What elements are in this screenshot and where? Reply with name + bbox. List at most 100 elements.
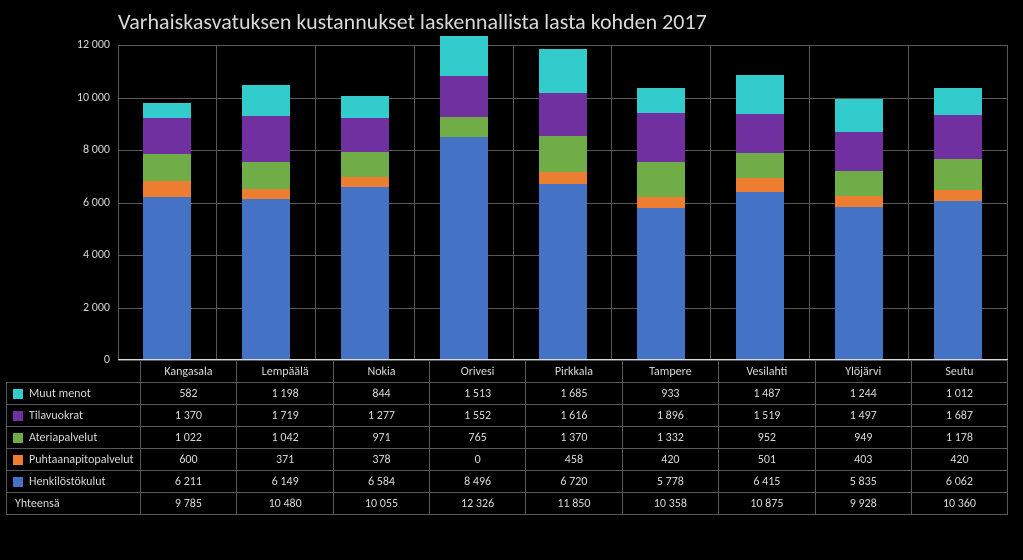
table-cell: 10 360 — [911, 493, 1007, 515]
table-cell: 1 497 — [815, 405, 911, 427]
table-cell: 1 719 — [237, 405, 334, 427]
table-row: Puhtaanapitopalvelut60037137804584205014… — [7, 449, 1008, 471]
table-cell: 844 — [333, 383, 429, 405]
table-corner-cell — [7, 361, 141, 383]
bar-segment — [539, 184, 587, 360]
bar-segment — [934, 88, 982, 115]
table-cell: 1 332 — [622, 427, 719, 449]
bar — [242, 85, 290, 360]
legend-swatch-icon — [13, 411, 23, 421]
table-cell: 9 928 — [815, 493, 911, 515]
table-row-label: Ateriapalvelut — [29, 431, 97, 445]
table-cell: 5 835 — [815, 471, 911, 493]
table-cell: 600 — [140, 449, 237, 471]
table-cell: 6 149 — [237, 471, 334, 493]
table-cell: 1 178 — [911, 427, 1007, 449]
table-row-label: Henkilöstökulut — [29, 475, 106, 489]
bar-segment — [341, 96, 389, 118]
bar-segment — [736, 178, 784, 191]
table-header-cell: Ylöjärvi — [815, 361, 911, 383]
table-cell: 582 — [140, 383, 237, 405]
bar-group — [909, 45, 1008, 360]
table-cell: 952 — [719, 427, 815, 449]
bar — [736, 75, 784, 360]
table-cell: 1 022 — [140, 427, 237, 449]
table-cell: 1 896 — [622, 405, 719, 427]
table-cell: 5 778 — [622, 471, 719, 493]
table-cell: 11 850 — [526, 493, 622, 515]
table-cell: 933 — [622, 383, 719, 405]
bar-segment — [440, 36, 488, 76]
bar — [440, 36, 488, 360]
bar — [539, 49, 587, 360]
table-cell: 6 062 — [911, 471, 1007, 493]
bar-segment — [143, 197, 191, 360]
table-header-cell: Tampere — [622, 361, 719, 383]
bar-segment — [539, 136, 587, 172]
bar-segment — [637, 88, 685, 112]
table-row-header: Yhteensä — [7, 493, 141, 515]
table-row-header: Ateriapalvelut — [7, 427, 141, 449]
table-cell: 501 — [719, 449, 815, 471]
bar-segment — [637, 208, 685, 360]
bar-segment — [242, 162, 290, 189]
table-cell: 6 584 — [333, 471, 429, 493]
table-row: Henkilöstökulut6 2116 1496 5848 4966 720… — [7, 471, 1008, 493]
table-row: Tilavuokrat1 3701 7191 2771 5521 6161 89… — [7, 405, 1008, 427]
table-cell: 1 685 — [526, 383, 622, 405]
bar-segment — [143, 118, 191, 154]
table-cell: 378 — [333, 449, 429, 471]
bar-segment — [242, 85, 290, 116]
chart-title: Varhaiskasvatuksen kustannukset laskenna… — [118, 8, 707, 35]
table-cell: 1 552 — [430, 405, 526, 427]
table-header-cell: Kangasala — [140, 361, 237, 383]
table-row-label: Muut menot — [29, 387, 91, 401]
table-cell: 765 — [430, 427, 526, 449]
chart-bars — [118, 45, 1008, 360]
table-row-header: Muut menot — [7, 383, 141, 405]
bar-segment — [539, 172, 587, 184]
table-cell: 403 — [815, 449, 911, 471]
table-cell: 10 055 — [333, 493, 429, 515]
table-header-row: KangasalaLempääläNokiaOrivesiPirkkalaTam… — [7, 361, 1008, 383]
bar-group — [415, 45, 514, 360]
table-cell: 0 — [430, 449, 526, 471]
bar — [835, 99, 883, 360]
table-header-cell: Pirkkala — [526, 361, 622, 383]
table-cell: 10 358 — [622, 493, 719, 515]
table-cell: 458 — [526, 449, 622, 471]
bar-segment — [242, 199, 290, 360]
table-row: Ateriapalvelut1 0221 0429717651 3701 332… — [7, 427, 1008, 449]
bar-segment — [637, 113, 685, 163]
table-header-cell: Vesilahti — [719, 361, 815, 383]
bar-group — [810, 45, 909, 360]
table-totals-row: Yhteensä9 78510 48010 05512 32611 85010 … — [7, 493, 1008, 515]
table-row-header: Puhtaanapitopalvelut — [7, 449, 141, 471]
table-cell: 6 415 — [719, 471, 815, 493]
bar-group — [217, 45, 316, 360]
bar-segment — [934, 190, 982, 201]
bar-segment — [637, 197, 685, 208]
y-axis-label: 12 000 — [77, 38, 118, 52]
table-cell: 1 277 — [333, 405, 429, 427]
bar-segment — [736, 75, 784, 114]
table-row-label: Puhtaanapitopalvelut — [29, 453, 134, 467]
table-cell: 9 785 — [140, 493, 237, 515]
bar-segment — [242, 116, 290, 161]
table-cell: 1 198 — [237, 383, 334, 405]
bar-group — [316, 45, 415, 360]
legend-swatch-icon — [13, 477, 23, 487]
table-cell: 1 370 — [140, 405, 237, 427]
table-cell: 1 687 — [911, 405, 1007, 427]
table-row-header: Henkilöstökulut — [7, 471, 141, 493]
y-axis-label: 8 000 — [83, 143, 118, 157]
table-cell: 8 496 — [430, 471, 526, 493]
y-axis-label: 2 000 — [83, 301, 118, 315]
bar-segment — [934, 201, 982, 360]
table-row-label: Tilavuokrat — [29, 409, 83, 423]
table-cell: 6 720 — [526, 471, 622, 493]
table-cell: 420 — [911, 449, 1007, 471]
legend-swatch-icon — [13, 433, 23, 443]
table-cell: 1 042 — [237, 427, 334, 449]
bar-segment — [341, 177, 389, 187]
